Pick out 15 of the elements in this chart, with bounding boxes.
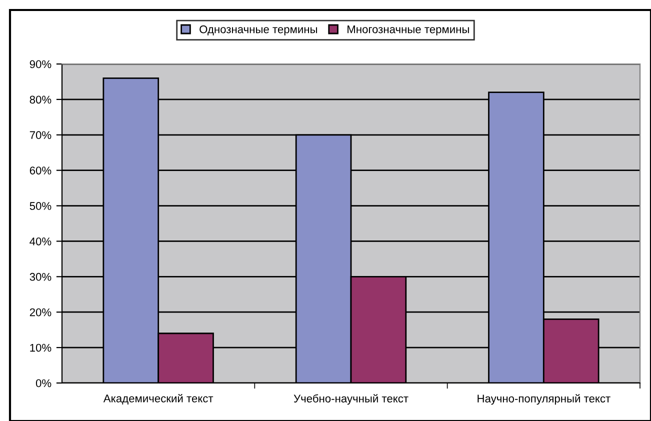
y-tick-label: 90% <box>30 60 52 68</box>
y-tick-label: 60% <box>30 166 52 174</box>
legend-label: Однозначные термины <box>200 25 317 36</box>
y-tick-label: 30% <box>30 272 52 281</box>
x-tick-label: Учебно-научный текст <box>294 394 408 405</box>
y-tick-label: 20% <box>30 308 52 316</box>
y-tick-label: 80% <box>30 96 52 104</box>
x-tick-label: Академический текст <box>103 394 214 404</box>
y-tick-label: 40% <box>30 237 52 246</box>
y-tick-label: 50% <box>30 202 52 210</box>
x-tick-label: Научно-популярный текст <box>478 394 610 405</box>
y-tick-label: 0% <box>36 379 52 388</box>
y-tick-label: 10% <box>30 344 52 352</box>
y-tick-label: 70% <box>30 131 52 140</box>
legend-label: Многозначные термины <box>348 25 469 36</box>
